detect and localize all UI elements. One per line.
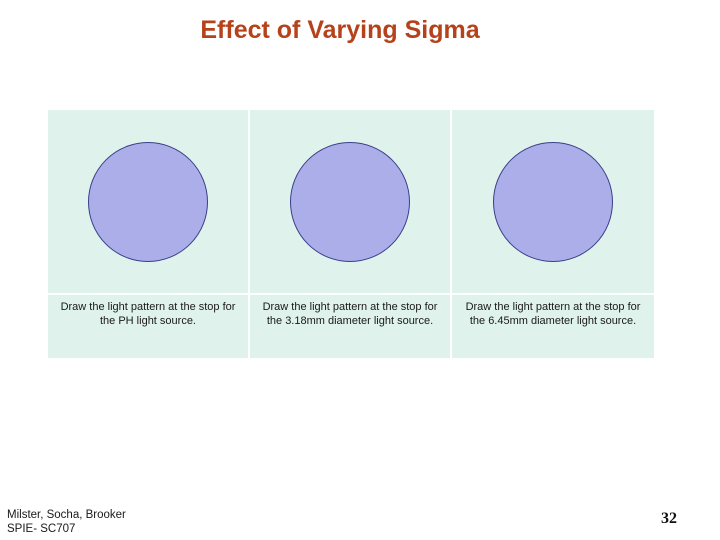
caption-cell: Draw the light pattern at the stop for t… (452, 295, 654, 358)
course-line: SPIE- SC707 (7, 523, 76, 535)
pupil-pattern-table: Draw the light pattern at the stop for t… (48, 110, 654, 358)
panel-caption: Draw the light pattern at the stop for t… (60, 301, 236, 327)
light-pattern-circle (88, 141, 208, 262)
panel-ph-source (48, 110, 248, 293)
page-number: 32 (661, 510, 677, 527)
caption-cell: Draw the light pattern at the stop for t… (48, 295, 248, 358)
panel-6-45mm-source (452, 110, 654, 293)
light-pattern-circle (493, 141, 613, 262)
slide-title: Effect of Varying Sigma (200, 16, 480, 44)
author-line: Milster, Socha, Brooker (7, 509, 126, 521)
light-pattern-circle (290, 141, 410, 262)
panel-3-18mm-source (250, 110, 450, 293)
footer-authors: Milster, Socha, Brooker SPIE- SC707 (7, 508, 126, 536)
caption-cell: Draw the light pattern at the stop for t… (250, 295, 450, 358)
panel-caption: Draw the light pattern at the stop for t… (465, 301, 641, 327)
panel-caption: Draw the light pattern at the stop for t… (262, 301, 438, 327)
